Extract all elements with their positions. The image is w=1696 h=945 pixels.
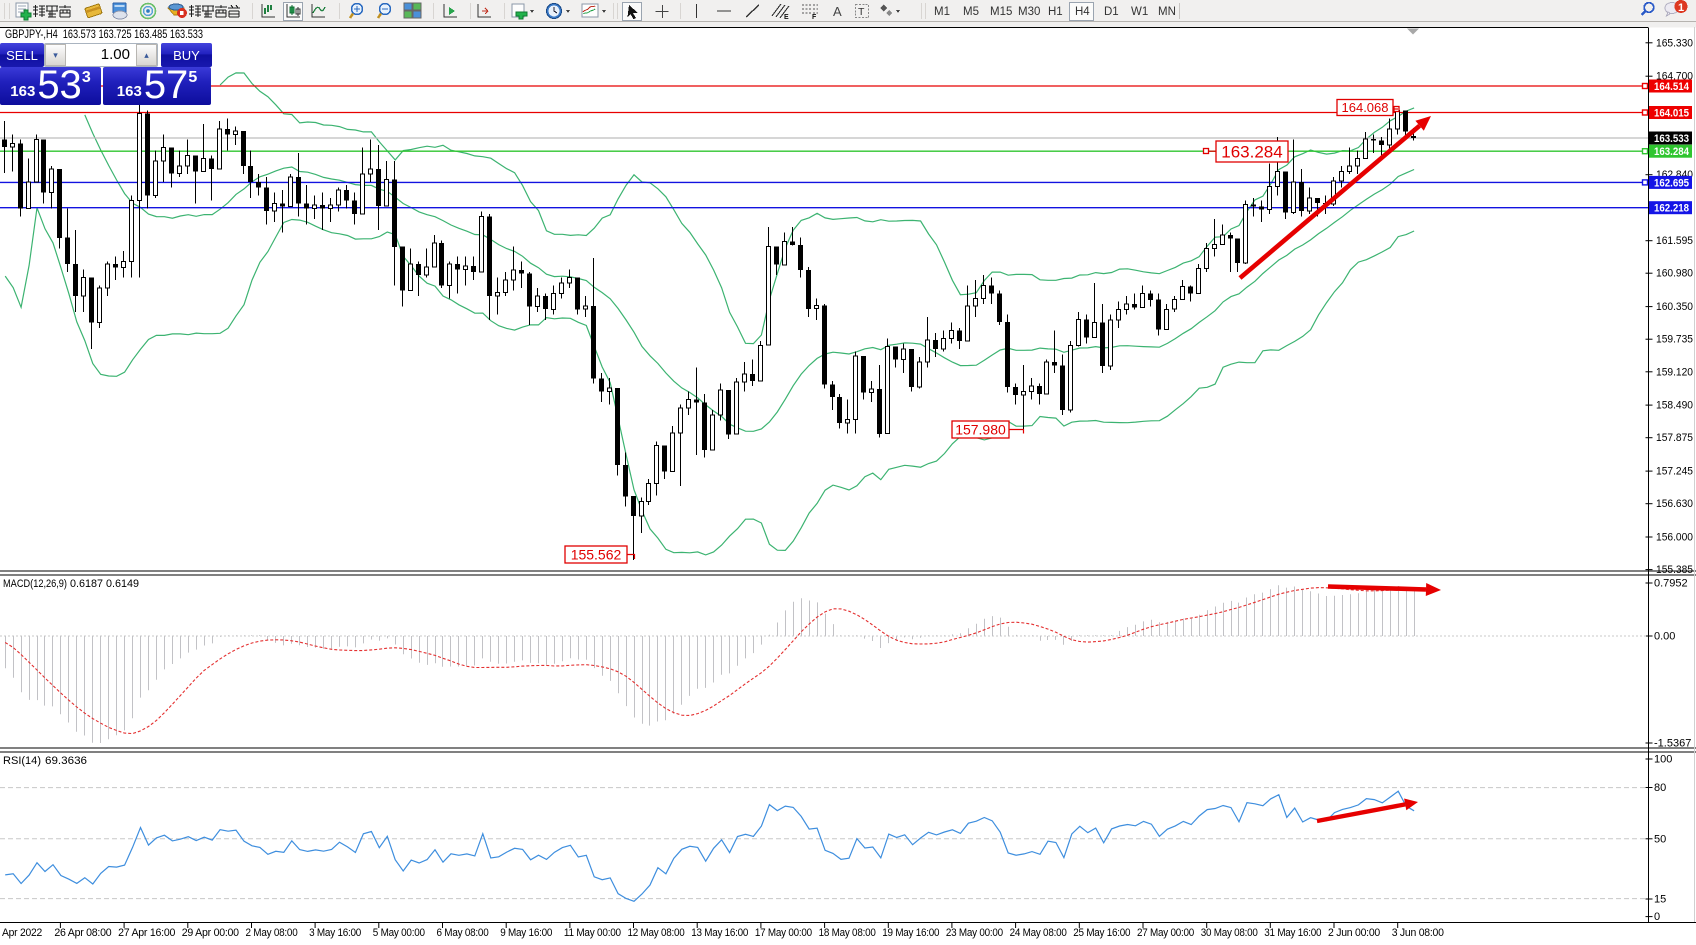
svg-text:A: A <box>833 4 842 19</box>
svg-text:162.695: 162.695 <box>1654 177 1689 189</box>
svg-text:69.3636: 69.3636 <box>45 755 87 767</box>
svg-text:2 May 08:00: 2 May 08:00 <box>246 927 298 939</box>
svg-text:18 May 08:00: 18 May 08:00 <box>819 927 876 939</box>
svg-text:164.068: 164.068 <box>1342 100 1389 115</box>
svg-text:156.000: 156.000 <box>1656 532 1693 544</box>
svg-text:50: 50 <box>1654 833 1666 845</box>
svg-text:164.015: 164.015 <box>1654 108 1689 120</box>
svg-text:MN: MN <box>1158 6 1176 18</box>
svg-text:M30: M30 <box>1018 6 1040 18</box>
svg-text:23 May 00:00: 23 May 00:00 <box>946 927 1003 939</box>
svg-text:17 May 00:00: 17 May 00:00 <box>755 927 812 939</box>
svg-text:160.350: 160.350 <box>1656 301 1693 313</box>
svg-text:E: E <box>784 14 789 21</box>
svg-text:30 May 08:00: 30 May 08:00 <box>1201 927 1258 939</box>
svg-text:157.875: 157.875 <box>1656 432 1693 444</box>
svg-text:12 May 08:00: 12 May 08:00 <box>628 927 685 939</box>
svg-text:163.533: 163.533 <box>1654 133 1689 145</box>
svg-text:H4: H4 <box>1075 6 1090 18</box>
svg-text:13 May 16:00: 13 May 16:00 <box>691 927 748 939</box>
svg-text:9 May 16:00: 9 May 16:00 <box>500 927 552 939</box>
svg-text:T: T <box>858 6 865 18</box>
svg-text:D1: D1 <box>1104 6 1119 18</box>
svg-text:H1: H1 <box>1048 6 1063 18</box>
svg-text:GBPJPY-,H4 163.573 163.725 16: GBPJPY-,H4 163.573 163.725 163.485 163.5… <box>5 27 203 41</box>
svg-text:157.980: 157.980 <box>955 422 1006 438</box>
svg-text:0.6149: 0.6149 <box>106 578 139 590</box>
svg-text:27 May 00:00: 27 May 00:00 <box>1137 927 1194 939</box>
svg-text:2 Jun 00:00: 2 Jun 00:00 <box>1328 927 1380 939</box>
svg-text:159.735: 159.735 <box>1656 334 1693 346</box>
svg-text:0.00: 0.00 <box>1654 631 1675 643</box>
svg-text:161.595: 161.595 <box>1656 235 1693 247</box>
svg-text:0: 0 <box>1654 911 1660 923</box>
svg-text:156.630: 156.630 <box>1656 498 1693 510</box>
svg-text:80: 80 <box>1654 782 1666 794</box>
svg-text:158.490: 158.490 <box>1656 400 1693 412</box>
svg-text:162.218: 162.218 <box>1654 203 1689 215</box>
svg-text:29 Apr 00:00: 29 Apr 00:00 <box>182 927 239 939</box>
svg-text:25 May 16:00: 25 May 16:00 <box>1073 927 1130 939</box>
svg-text:19 May 16:00: 19 May 16:00 <box>882 927 939 939</box>
svg-text:11 May 00:00: 11 May 00:00 <box>564 927 621 939</box>
svg-text:W1: W1 <box>1131 6 1148 18</box>
svg-text:163.284: 163.284 <box>1654 146 1690 158</box>
svg-text:-1.5367: -1.5367 <box>1654 738 1691 750</box>
svg-text:100: 100 <box>1654 754 1672 766</box>
svg-text:3 Jun 08:00: 3 Jun 08:00 <box>1392 927 1444 939</box>
svg-text:15: 15 <box>1654 894 1666 906</box>
svg-text:RSI(14): RSI(14) <box>3 755 41 767</box>
svg-text:F: F <box>812 14 817 21</box>
svg-text:155.562: 155.562 <box>571 547 622 563</box>
svg-text:6 May 08:00: 6 May 08:00 <box>437 927 489 939</box>
svg-text:1: 1 <box>1678 2 1684 14</box>
svg-text:MACD(12,26,9): MACD(12,26,9) <box>3 578 67 590</box>
svg-text:155.385: 155.385 <box>1656 564 1693 576</box>
svg-text:M1: M1 <box>934 6 950 18</box>
svg-text:5 May 00:00: 5 May 00:00 <box>373 927 425 939</box>
svg-text:Apr 2022: Apr 2022 <box>2 927 42 939</box>
svg-text:31 May 16:00: 31 May 16:00 <box>1264 927 1321 939</box>
svg-text:164.514: 164.514 <box>1654 81 1690 93</box>
svg-text:3 May 16:00: 3 May 16:00 <box>309 927 361 939</box>
svg-text:M15: M15 <box>990 6 1012 18</box>
svg-text:159.120: 159.120 <box>1656 366 1693 378</box>
svg-text:0.7952: 0.7952 <box>1654 578 1688 590</box>
svg-text:26 Apr 08:00: 26 Apr 08:00 <box>54 927 111 939</box>
svg-text:0.6187: 0.6187 <box>70 578 103 590</box>
svg-text:157.245: 157.245 <box>1656 466 1693 478</box>
svg-text:160.980: 160.980 <box>1656 268 1693 280</box>
svg-text:24 May 08:00: 24 May 08:00 <box>1010 927 1067 939</box>
svg-text:27 Apr 16:00: 27 Apr 16:00 <box>118 927 175 939</box>
svg-text:163.284: 163.284 <box>1221 143 1282 162</box>
svg-text:M5: M5 <box>963 6 979 18</box>
svg-text:165.330: 165.330 <box>1656 37 1693 49</box>
